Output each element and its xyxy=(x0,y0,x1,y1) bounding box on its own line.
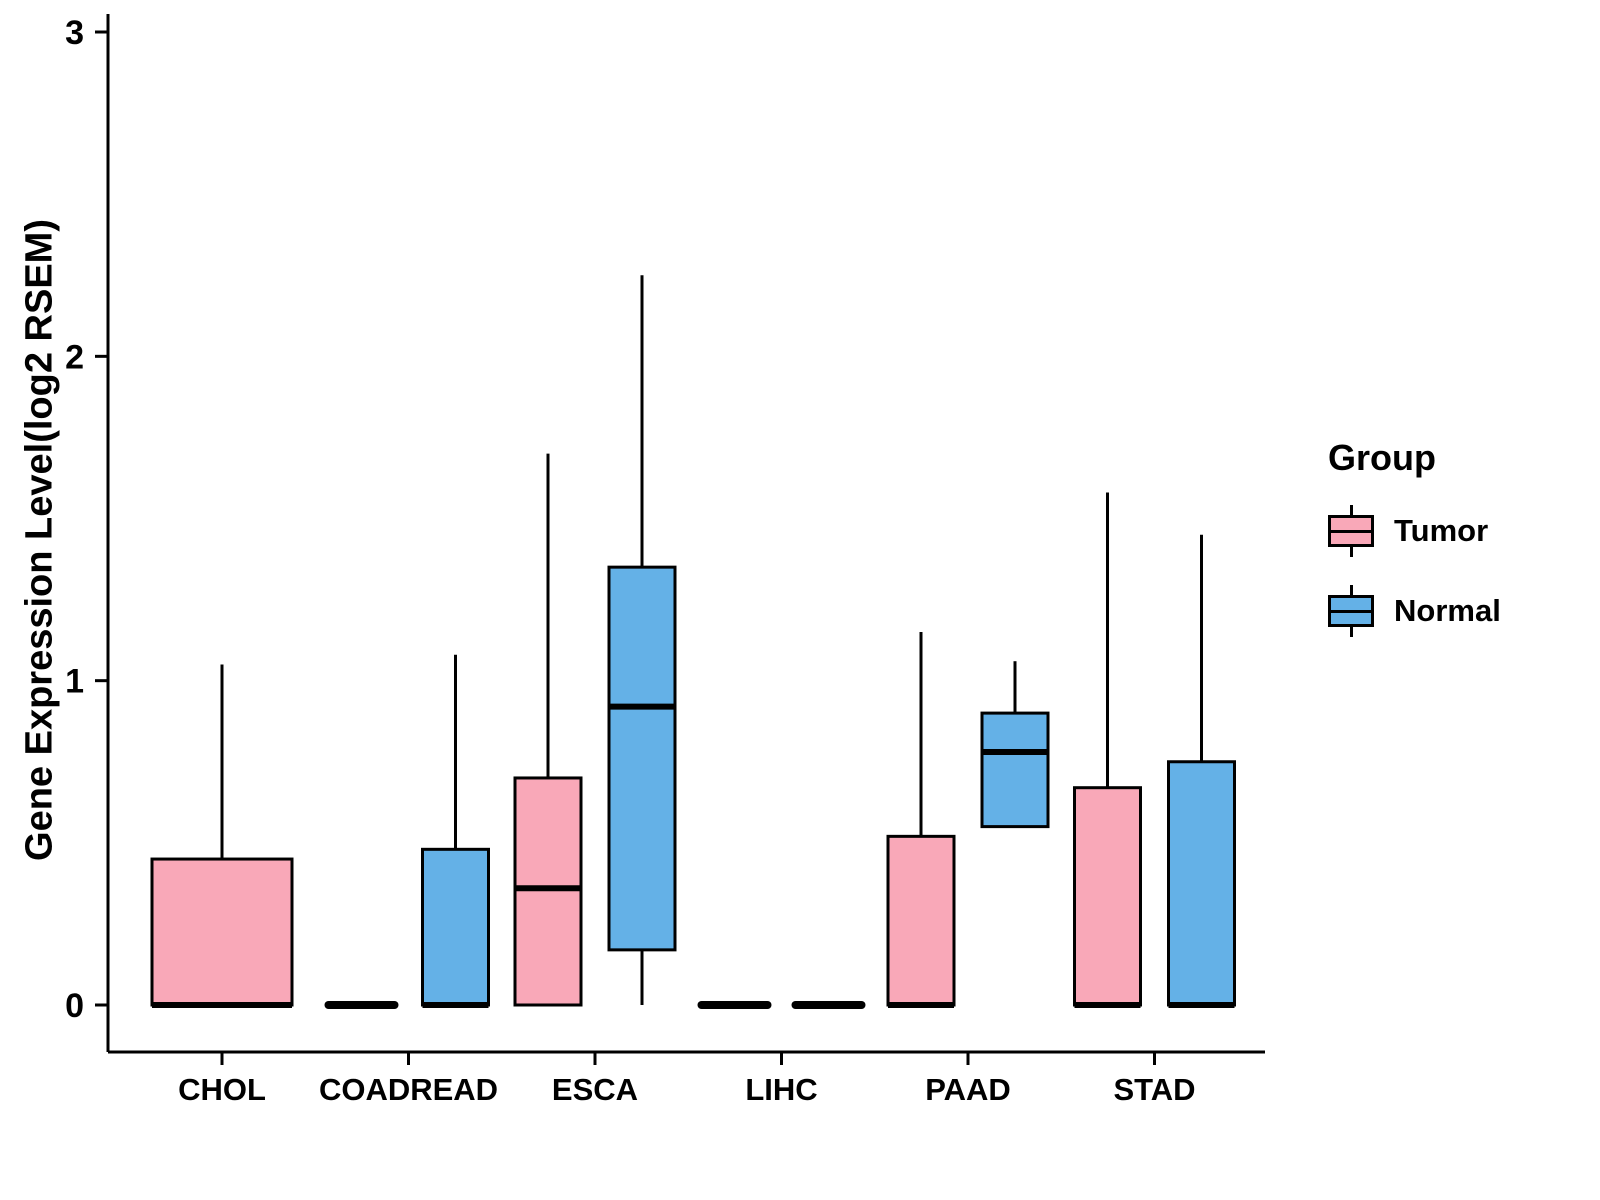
y-tick-label: 2 xyxy=(65,338,84,376)
y-tick-label: 1 xyxy=(65,663,84,701)
x-category-label: CHOL xyxy=(178,1072,266,1107)
legend-entry-tumor: Tumor xyxy=(1328,505,1501,557)
x-category-label: PAAD xyxy=(925,1072,1011,1107)
box-paad-tumor xyxy=(886,834,956,1007)
key-median xyxy=(1328,529,1374,533)
legend: Group Tumor Normal xyxy=(1328,437,1501,665)
box-esca-normal xyxy=(607,565,677,952)
key-median xyxy=(1328,609,1374,613)
boxplot-key-icon xyxy=(1328,585,1374,637)
boxplot-key-icon xyxy=(1328,505,1374,557)
x-category-label: LIHC xyxy=(745,1072,817,1107)
y-tick-label: 3 xyxy=(65,14,84,52)
x-category-label: ESCA xyxy=(552,1072,638,1107)
box-coadread-normal xyxy=(421,847,490,1007)
box-stad-normal xyxy=(1167,760,1236,1007)
box-paad-normal xyxy=(980,711,1050,829)
x-category-label: STAD xyxy=(1113,1072,1195,1107)
box-esca-tumor xyxy=(513,776,583,1007)
legend-label-normal: Normal xyxy=(1394,593,1501,628)
legend-entry-normal: Normal xyxy=(1328,585,1501,637)
legend-label-tumor: Tumor xyxy=(1394,513,1489,548)
y-axis-title: Gene Expression Level(log2 RSEM) xyxy=(18,219,61,861)
legend-title: Group xyxy=(1328,437,1436,478)
box-chol-tumor xyxy=(150,857,294,1007)
y-tick-label: 0 xyxy=(65,987,84,1025)
x-category-label: COADREAD xyxy=(319,1072,498,1107)
box-stad-tumor xyxy=(1073,786,1142,1007)
